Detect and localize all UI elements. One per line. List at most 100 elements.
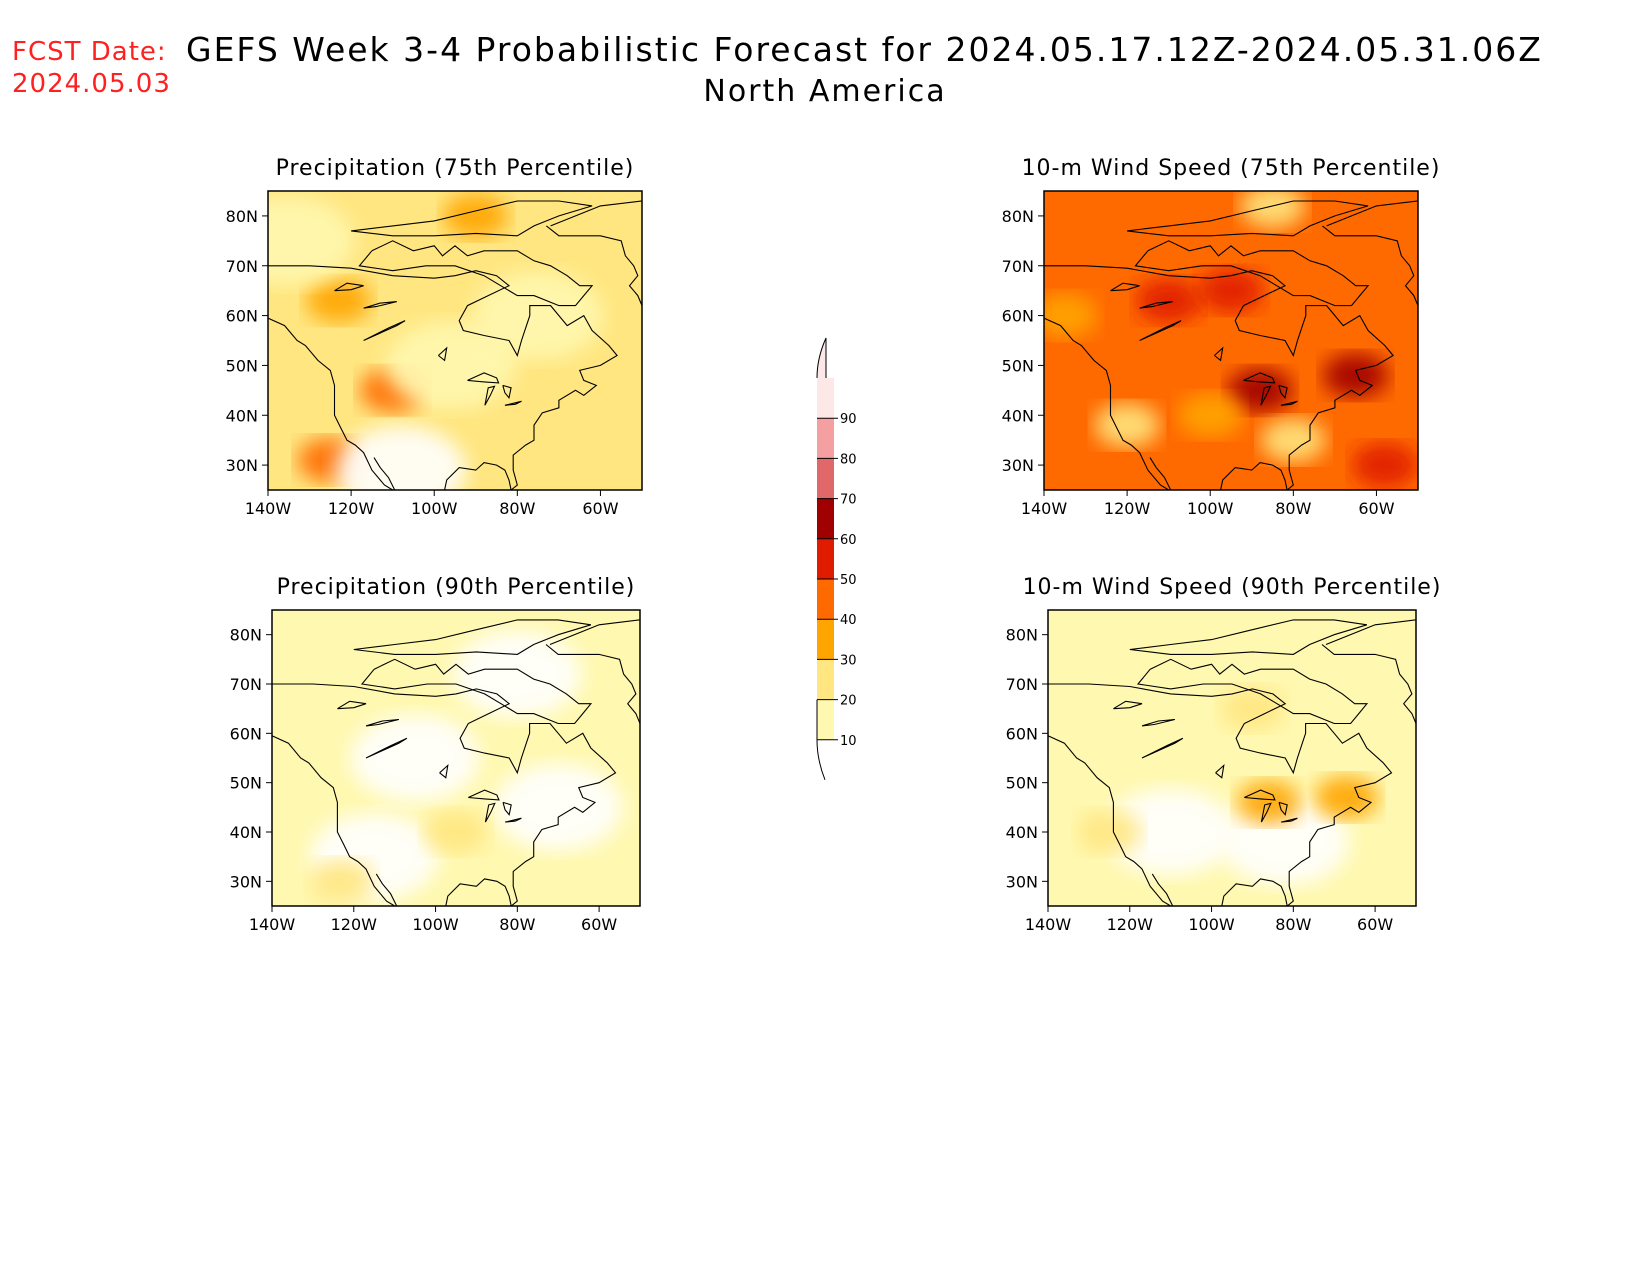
coastline-5 [1326,200,1418,227]
x-tick-label: 140W [249,915,296,934]
y-tick-label: 40N [226,406,258,425]
x-tick-label: 60W [1358,499,1394,518]
colorbar-segment-30 [817,619,834,660]
coastline-1 [1044,317,1169,490]
shading-blob-2 [452,630,582,718]
coastline-6 [1321,644,1416,724]
coastline-5 [1325,619,1416,646]
coastline-13 [1139,301,1173,309]
x-tick-label: 140W [245,499,292,518]
coastline-0 [272,683,617,906]
colorbar-label: 20 [840,694,857,709]
coastline-3 [1134,240,1370,307]
y-tick-label: 80N [226,207,258,226]
coastline-9 [1278,801,1288,816]
y-tick-label: 30N [230,872,262,891]
map-frame [267,190,643,491]
y-tick-label: 60N [1002,307,1034,326]
fcst-date-block: FCST Date: 2024.05.03 [12,36,171,100]
shading-blob-6 [1177,392,1243,438]
x-tick-label: 140W [1021,499,1068,518]
coastline-0 [1048,683,1393,906]
x-tick-label: 80W [1275,499,1311,518]
coastline-1 [272,735,395,906]
shading-blob-0 [350,714,480,802]
colorbar-segment-90 [817,378,834,419]
colorbar: 10 20 30 40 50 60 70 80 90 [816,337,857,780]
colorbar-top-cap [816,337,827,379]
x-tick-label: 60W [581,915,617,934]
coastline-2 [1151,873,1174,906]
coastline-10 [504,400,522,406]
colorbar-segment-50 [817,538,834,579]
coastline-6 [545,644,640,724]
y-tick-label: 50N [230,774,262,793]
colorbar-segment-70 [817,458,834,499]
coastline-14 [439,763,449,779]
coastlines [1048,619,1416,906]
coastline-8 [484,802,496,823]
shading-blob-3 [1322,353,1389,398]
coastline-13 [1141,718,1175,727]
coastline-8 [484,385,496,406]
coastline-7 [467,372,500,384]
x-tick-label: 60W [1357,915,1393,934]
shading-blob-4 [1314,775,1379,820]
shading-blob-0 [1135,278,1202,323]
y-tick-label: 80N [1006,626,1038,645]
coastline-7 [468,789,500,801]
y-tick-label: 70N [226,257,258,276]
x-tick-label: 80W [499,499,535,518]
coastline-9 [1278,384,1288,400]
shading-blob-2 [305,278,372,323]
y-tick-label: 50N [1006,774,1038,793]
map-panel-precip90: Precipitation (90th Percentile) 140W 120W 1… [230,575,641,934]
shading-blob-7 [1260,417,1327,463]
coastline-2 [1149,457,1172,490]
x-tick-label: 100W [412,915,459,934]
shading-blob-9 [1044,293,1098,338]
shading-blob-1 [1198,268,1264,313]
coastlines [272,619,640,906]
coastline-13 [363,301,397,309]
x-tick-label: 80W [1275,915,1311,934]
coastline-11 [363,320,406,342]
coastline-7 [1243,372,1276,384]
coastline-3 [360,658,593,725]
coastline-11 [1141,737,1184,759]
shading-blob-0 [1106,788,1236,876]
y-tick-label: 80N [1002,207,1034,226]
coastline-2 [373,457,396,490]
shading-blob-4 [335,425,467,490]
shading-blob-8 [1239,191,1306,229]
coastline-4 [351,200,593,237]
colorbar-segment-20 [817,659,834,700]
coastline-2 [375,873,398,906]
x-tick-label: 140W [1025,915,1072,934]
colorbar-segment-60 [817,498,834,539]
coastline-11 [1139,320,1182,342]
coastline-8 [1260,802,1272,823]
coastline-14 [1214,346,1224,362]
coastline-10 [1280,817,1298,823]
forecast-title: GEFS Week 3-4 Probabilistic Forecast for… [186,30,1543,69]
y-tick-label: 50N [226,356,258,375]
shading-blob-7 [268,196,355,286]
colorbar-label: 50 [840,573,857,588]
y-tick-label: 40N [230,823,262,842]
colorbar-segment-80 [817,418,834,459]
shading-blob-2 [1220,686,1285,731]
shading-blob-3 [493,763,623,852]
coastline-14 [1215,763,1225,779]
coastline-4 [353,619,592,655]
coastline-0 [1044,265,1394,490]
coastline-3 [358,240,594,307]
coastline-3 [1136,658,1369,725]
x-tick-label: 100W [411,499,458,518]
shading-blob-5 [423,810,489,854]
coastline-12 [1113,700,1143,710]
shading-blob-3 [443,193,509,239]
colorbar-label: 90 [840,412,857,427]
fcst-date: 2024.05.03 [12,69,171,99]
